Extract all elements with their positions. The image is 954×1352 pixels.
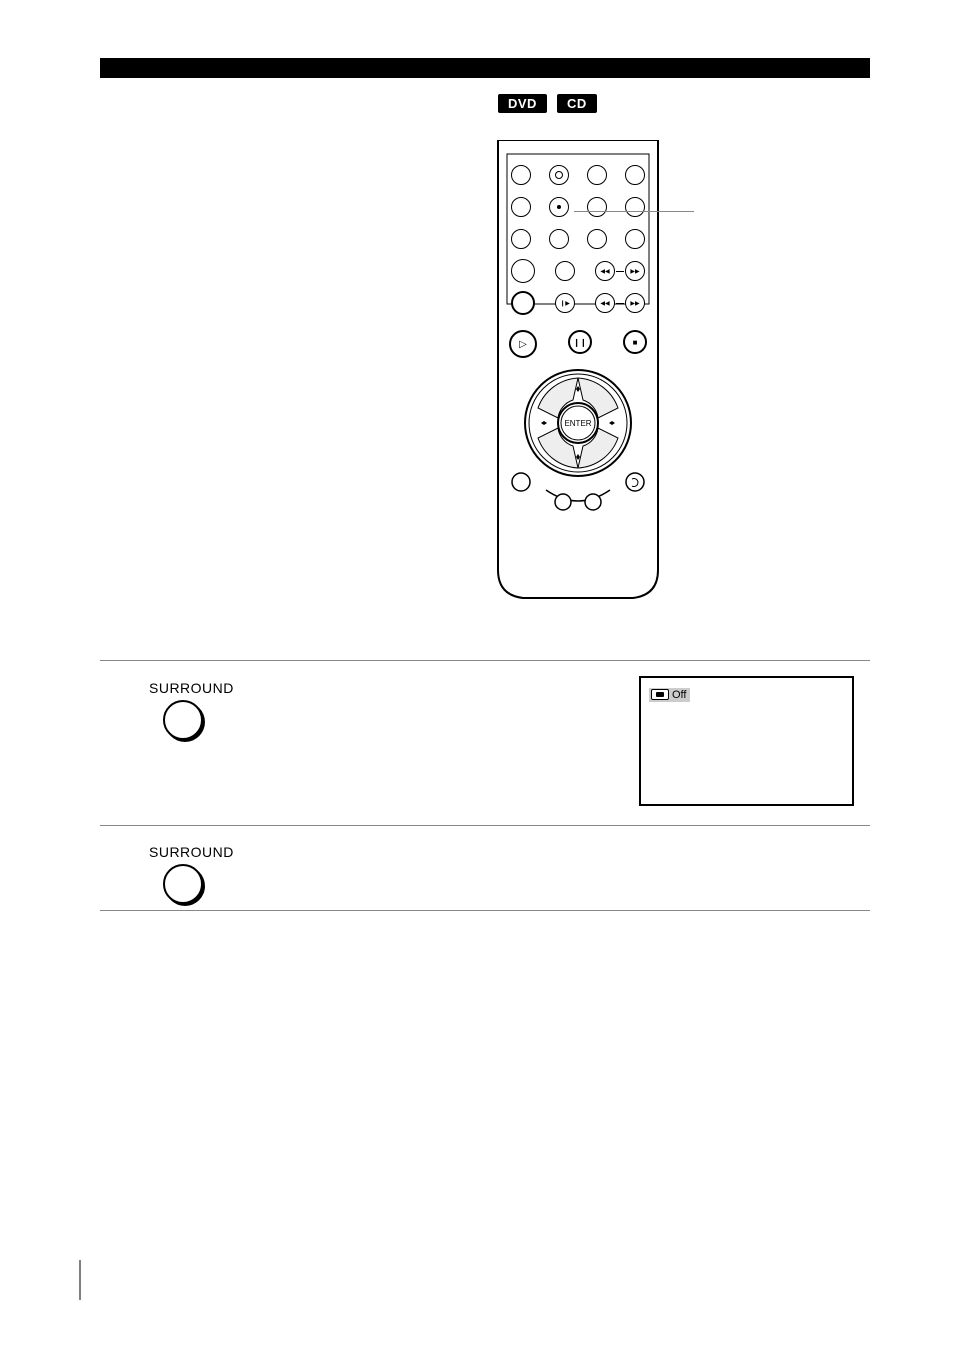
- rc-btn-r4c2[interactable]: [555, 261, 575, 281]
- rc-btn-next[interactable]: ▶▶: [625, 293, 645, 313]
- speaker-icon: [651, 689, 669, 700]
- rc-btn-r3c3[interactable]: [587, 229, 607, 249]
- surround-button-2[interactable]: [163, 864, 203, 904]
- off-text: Off: [672, 689, 686, 701]
- remote-illustration: ◀◀ ▶▶ ❙▶ ◀◀ ▶▶ ▷ ❙❙ ■: [493, 140, 663, 600]
- dash-icon: [616, 271, 624, 272]
- page-number-marker: [75, 1260, 85, 1300]
- rc-btn-r3c1[interactable]: [511, 229, 531, 249]
- disc-badges: DVD CD: [498, 94, 597, 113]
- surround-button-1[interactable]: [163, 700, 203, 740]
- header-black-bar: [100, 58, 870, 78]
- rc-btn-r1c2[interactable]: [549, 165, 569, 185]
- callout-leader-line: [574, 211, 694, 212]
- pause-button[interactable]: ❙❙: [568, 330, 592, 354]
- stop-button[interactable]: ■: [623, 330, 647, 354]
- dvd-badge: DVD: [498, 94, 547, 113]
- surround-label-1: SURROUND: [149, 680, 234, 696]
- remote-button-grid: ◀◀ ▶▶ ❙▶ ◀◀ ▶▶: [511, 165, 645, 325]
- rc-btn-scan-fwd[interactable]: ▶▶: [625, 261, 645, 281]
- tv-screen-box: Off: [639, 676, 854, 806]
- rc-btn-r2c4[interactable]: [625, 197, 645, 217]
- rc-btn-r3c4[interactable]: [625, 229, 645, 249]
- remote-lower-icons: [511, 472, 645, 522]
- surround-label-2: SURROUND: [149, 844, 234, 860]
- rc-btn-surround[interactable]: [549, 197, 569, 217]
- rc-btn-r1c3[interactable]: [587, 165, 607, 185]
- divider-3: [100, 910, 870, 911]
- divider-2: [100, 825, 870, 826]
- page: DVD CD: [0, 0, 954, 1352]
- dash-icon: [616, 303, 624, 304]
- transport-row: ▷ ❙❙ ■: [509, 330, 647, 358]
- rc-btn-scan-rev[interactable]: ◀◀: [595, 261, 615, 281]
- divider-1: [100, 660, 870, 661]
- cd-badge: CD: [557, 94, 597, 113]
- play-button[interactable]: ▷: [509, 330, 537, 358]
- rc-btn-r1c4[interactable]: [625, 165, 645, 185]
- enter-label: ENTER: [564, 419, 591, 428]
- rc-btn-r2c1[interactable]: [511, 197, 531, 217]
- rc-btn-r1c1[interactable]: [511, 165, 531, 185]
- rc-btn-prev[interactable]: ◀◀: [595, 293, 615, 313]
- rc-btn-step[interactable]: ❙▶: [555, 293, 575, 313]
- off-indicator: Off: [649, 688, 690, 702]
- rc-btn-r3c2[interactable]: [549, 229, 569, 249]
- dpad: ENTER: [523, 368, 633, 478]
- rc-btn-r5c1[interactable]: [511, 291, 535, 315]
- rc-btn-r4c1[interactable]: [511, 259, 535, 283]
- rc-btn-r2c3[interactable]: [587, 197, 607, 217]
